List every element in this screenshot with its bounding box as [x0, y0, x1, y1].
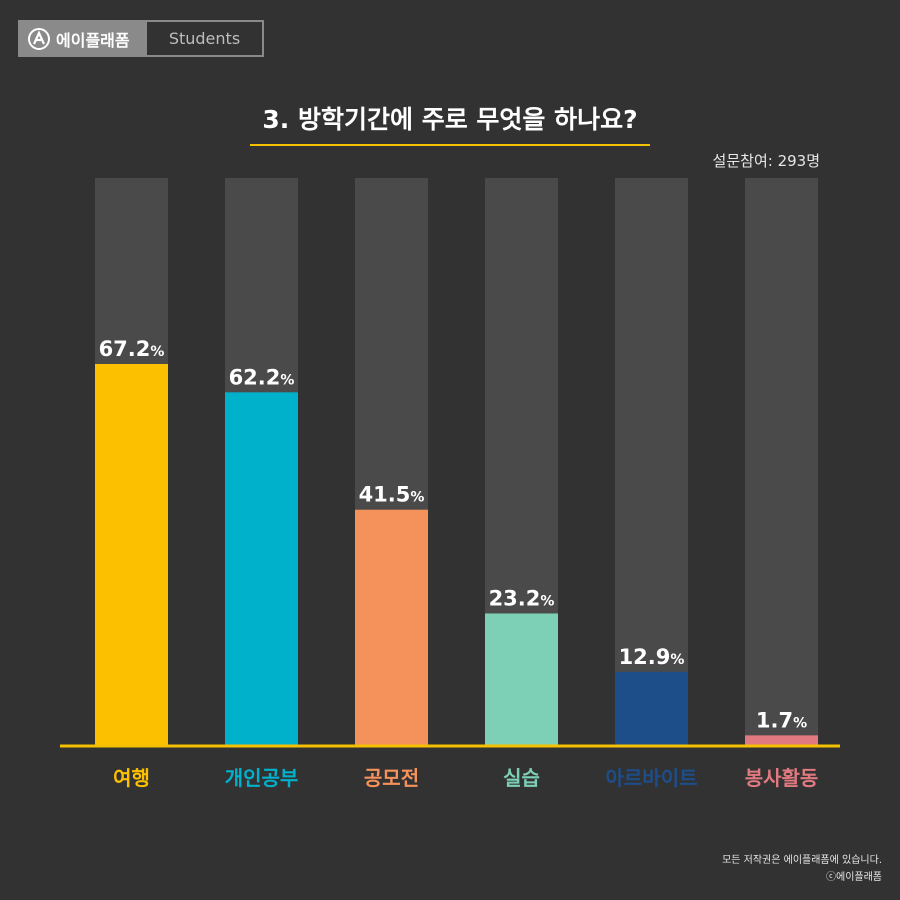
data-label: 1.7% [756, 708, 807, 732]
data-label: 41.5% [359, 483, 425, 507]
category-label: 봉사활동 [745, 766, 819, 790]
brand-name-box: 에이플래폼 [20, 22, 147, 55]
brand-section: Students [147, 22, 262, 55]
category-label: 개인공부 [225, 766, 299, 790]
data-label: 12.9% [619, 645, 685, 669]
category-label: 실습 [503, 766, 540, 790]
bar-track [615, 178, 688, 745]
brand-name: 에이플래폼 [56, 30, 130, 50]
category-label: 여행 [113, 766, 150, 790]
data-label: 62.2% [229, 365, 295, 389]
bar [485, 613, 558, 745]
data-label: 67.2% [99, 337, 165, 361]
chart-title: 3. 방학기간에 주로 무엇을 하나요? [250, 100, 650, 146]
copyright-mark: ⓒ에이플래폼 [826, 872, 882, 883]
category-label: 아르바이트 [606, 766, 698, 790]
brand-logo-icon [28, 27, 50, 50]
bar [745, 735, 818, 745]
bar-track [745, 178, 818, 745]
copyright-text: 모든 저작권은 에이플래폼에 있습니다. [722, 855, 882, 866]
bar [225, 392, 298, 745]
bar [615, 671, 688, 745]
bar [355, 509, 428, 745]
brand-badge: 에이플래폼 Students [18, 20, 264, 57]
category-label: 공모전 [364, 766, 419, 790]
bar [95, 363, 168, 745]
participant-count: 설문참여: 293명 [712, 152, 820, 170]
footer: 모든 저작권은 에이플래폼에 있습니다. ⓒ에이플래폼 [722, 852, 882, 886]
data-label: 23.2% [489, 586, 555, 610]
